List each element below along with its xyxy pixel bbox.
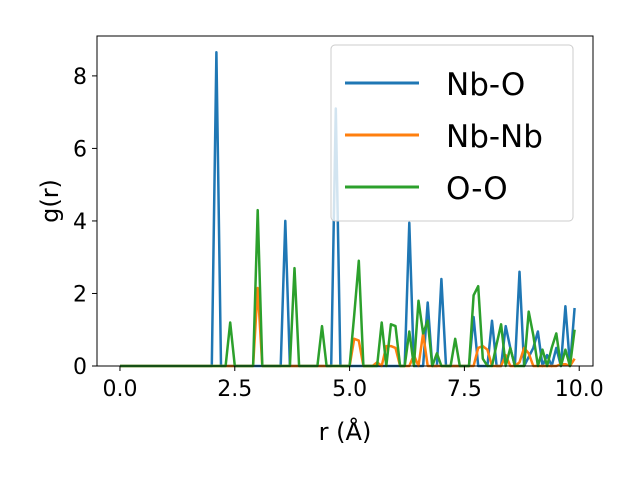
y-axis-label: g(r) xyxy=(36,179,64,223)
legend-box xyxy=(330,44,574,222)
x-tick-label: 2.5 xyxy=(217,377,252,402)
y-tick-label: 6 xyxy=(73,137,87,162)
legend-label-nb-o: Nb-O xyxy=(446,67,525,103)
y-tick-label: 4 xyxy=(73,210,87,235)
x-axis-label: r (Å) xyxy=(319,417,372,446)
x-tick-label: 10.0 xyxy=(555,377,604,402)
series-line-o-o xyxy=(120,208,576,368)
x-tick-label: 0.0 xyxy=(102,377,137,402)
legend-label-o-o: O-O xyxy=(446,171,508,207)
y-tick-label: 0 xyxy=(73,355,87,380)
x-tick-label: 7.5 xyxy=(447,377,482,402)
x-tick-label: 5.0 xyxy=(332,377,367,402)
legend: Nb-O Nb-Nb O-O xyxy=(330,44,574,222)
y-tick-label: 2 xyxy=(73,282,87,307)
ticks-layer: 0.0 2.5 5.0 7.5 10.0 0 2 4 6 8 xyxy=(73,65,604,402)
legend-label-nb-nb: Nb-Nb xyxy=(446,119,543,155)
y-tick-label: 8 xyxy=(73,65,87,90)
plot-frame xyxy=(96,35,594,367)
